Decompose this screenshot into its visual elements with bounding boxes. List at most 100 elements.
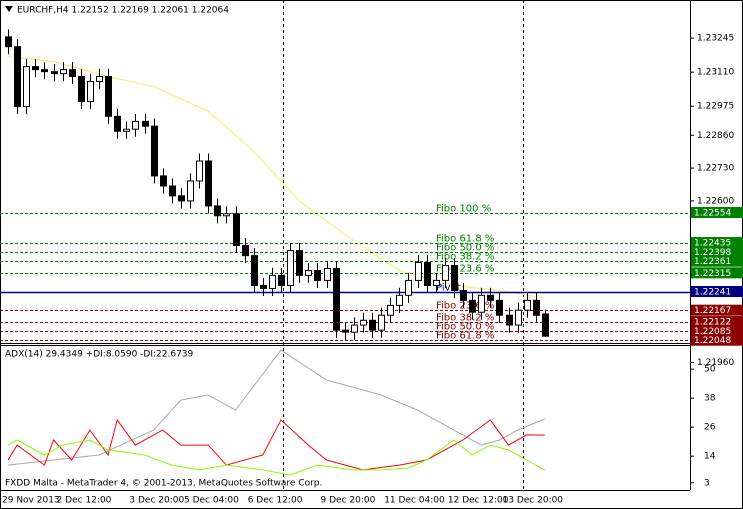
candle-body: [223, 213, 230, 217]
candle-body: [296, 250, 303, 276]
candle-body: [105, 75, 112, 117]
level-label: Fibo 23.6 %: [436, 264, 494, 275]
candle-body: [69, 69, 76, 77]
candle-body: [196, 160, 203, 182]
candle-body: [60, 69, 67, 75]
y-tick-label: 1.21960: [697, 358, 734, 368]
candle-body: [160, 175, 167, 187]
y-tick-label: 14: [704, 452, 716, 462]
candle-body: [178, 195, 185, 202]
level-price-label: 1.22315: [694, 269, 731, 279]
x-tick-label: 12 Dec 12:00: [448, 496, 509, 506]
candle-body: [41, 69, 48, 73]
candle-body: [378, 314, 385, 331]
level-price-box: [691, 237, 743, 249]
y-tick-label: 1.22730: [697, 164, 734, 174]
candle-body: [351, 324, 358, 333]
candle-body: [287, 250, 294, 286]
candle-body: [78, 75, 85, 102]
x-tick-label: 9 Dec 20:00: [321, 496, 376, 506]
level-price-label: 1.22122: [694, 318, 731, 328]
indicator-title: ADX(14) 29.4349 +DI:8.0590 -DI:22.6739: [5, 350, 194, 360]
candle-body: [369, 319, 376, 331]
level-price-box: [691, 316, 743, 328]
candle-body: [142, 120, 149, 127]
candle-body: [123, 128, 130, 132]
candle-body: [460, 289, 467, 301]
y-tick-label: 1.23110: [697, 68, 734, 78]
candle-body: [387, 304, 394, 316]
y-tick-label: 1.22600: [697, 196, 734, 206]
x-tick-label: 6 Dec 12:00: [248, 496, 303, 506]
candle-body: [269, 274, 276, 289]
chart-title: EURCHF,H4 1.22152 1.22169 1.22061 1.2206…: [17, 6, 229, 16]
indicator-line: [7, 349, 546, 466]
level-label: Fibo 38.2 %: [436, 313, 494, 324]
candle-body: [151, 125, 158, 177]
level-label: Pivot: [436, 283, 461, 294]
y-tick-label: 1.23245: [697, 34, 734, 44]
candle-body: [360, 319, 367, 326]
y-tick-label: 26: [704, 423, 716, 433]
level-label: Fibo 50.0 %: [436, 243, 494, 254]
x-tick-label: 5 Dec 04:00: [184, 496, 239, 506]
level-price-box: [691, 207, 743, 219]
candle-body: [451, 265, 458, 291]
y-tick-label: 50: [704, 365, 716, 375]
candle-body: [23, 66, 30, 107]
candle-body: [342, 329, 349, 333]
x-tick-label: 11 Dec 04:00: [384, 496, 445, 506]
candle-body: [214, 205, 221, 217]
x-tick-label: 2 Dec 12:00: [57, 496, 112, 506]
level-price-label: 1.22361: [694, 257, 731, 267]
candle-body: [96, 75, 103, 83]
candle-body: [415, 261, 422, 281]
level-price-box: [691, 246, 743, 258]
y-tick-label: 3: [704, 478, 710, 488]
candle-body: [469, 299, 476, 313]
candle-body: [478, 294, 485, 313]
level-price-label: 1.22554: [694, 209, 731, 219]
candle-body: [487, 294, 494, 301]
level-price-label: 1.22398: [694, 248, 731, 258]
level-label: Fibo 61.8 %: [436, 331, 494, 342]
level-price-label: 1.22435: [694, 239, 731, 249]
candle-body: [442, 265, 449, 281]
candle-body: [314, 270, 321, 281]
level-label: Fibo 50.0 %: [436, 322, 494, 333]
candle-body: [515, 309, 522, 326]
title-icon: [5, 6, 13, 12]
candle-body: [169, 185, 176, 197]
level-label: Fibo 23.6 %: [436, 301, 494, 312]
candle-body: [260, 284, 267, 289]
candle-body: [405, 279, 412, 296]
x-tick-label: 29 Nov 2013: [2, 496, 60, 506]
candle-body: [305, 270, 312, 276]
candle-body: [242, 245, 249, 257]
candle-body: [5, 36, 12, 48]
candle-body: [324, 268, 331, 281]
level-label: Fibo 100 %: [436, 204, 491, 215]
y-tick-label: 38: [704, 394, 716, 404]
level-price-label: 1.22167: [694, 306, 731, 316]
level-price-label: 1.22241: [694, 288, 731, 298]
candle-body: [396, 294, 403, 306]
candle-body: [187, 180, 194, 202]
candle-body: [51, 71, 58, 75]
indicator-line: [7, 439, 546, 476]
candle-body: [278, 274, 285, 286]
footer: FXDD Malta - MetaTrader 4, © 2001-2013, …: [5, 479, 322, 489]
candle-body: [506, 314, 513, 326]
level-price-box: [691, 304, 743, 316]
candle-body: [205, 160, 212, 207]
level-price-box: [691, 334, 743, 346]
candle-body: [132, 120, 139, 130]
level-price-box: [691, 325, 743, 337]
y-tick-label: 1.22975: [697, 102, 734, 112]
level-label: Fibo 61.8 %: [436, 234, 494, 245]
candle-body: [542, 313, 549, 337]
candle-body: [524, 299, 531, 311]
y-tick-label: 1.22860: [697, 131, 734, 141]
